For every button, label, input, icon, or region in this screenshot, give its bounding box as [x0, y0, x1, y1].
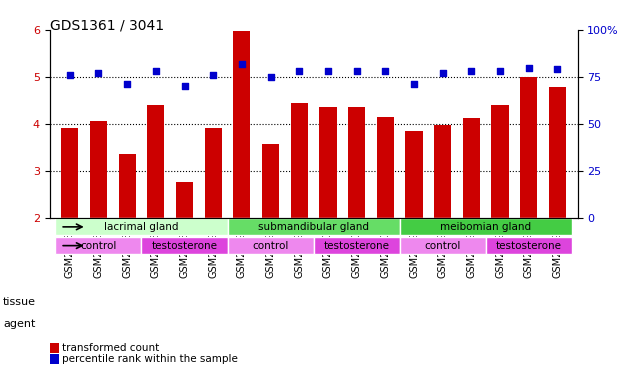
Point — [351, 68, 361, 74]
Bar — [463, 118, 480, 218]
Text: GDS1361 / 3041: GDS1361 / 3041 — [50, 19, 164, 33]
FancyBboxPatch shape — [227, 218, 400, 236]
FancyBboxPatch shape — [486, 237, 572, 254]
Text: control: control — [425, 241, 461, 250]
Point — [438, 70, 448, 76]
Bar — [119, 154, 136, 218]
Bar — [491, 105, 509, 218]
Bar — [61, 128, 78, 217]
Point — [65, 72, 75, 78]
Point — [466, 68, 476, 74]
Point — [495, 68, 505, 74]
Text: percentile rank within the sample: percentile rank within the sample — [62, 354, 238, 364]
Bar — [262, 144, 279, 218]
Bar — [291, 103, 308, 218]
Bar — [434, 124, 451, 217]
Bar — [549, 87, 566, 218]
Bar — [520, 77, 537, 218]
Text: lacrimal gland: lacrimal gland — [104, 222, 179, 232]
FancyBboxPatch shape — [55, 237, 142, 254]
Point — [179, 83, 189, 89]
Point — [323, 68, 333, 74]
Point — [380, 68, 390, 74]
Point — [294, 68, 304, 74]
FancyBboxPatch shape — [227, 237, 314, 254]
Text: submandibular gland: submandibular gland — [258, 222, 369, 232]
Point — [122, 81, 132, 87]
FancyBboxPatch shape — [400, 218, 572, 236]
Point — [524, 64, 533, 70]
Bar — [90, 122, 107, 218]
Bar — [147, 105, 165, 218]
Point — [237, 61, 247, 67]
Point — [208, 72, 218, 78]
Text: testosterone: testosterone — [152, 241, 217, 250]
Text: meibomian gland: meibomian gland — [440, 222, 532, 232]
FancyBboxPatch shape — [400, 237, 486, 254]
Point — [151, 68, 161, 74]
Text: transformed count: transformed count — [62, 343, 160, 352]
Text: control: control — [80, 241, 117, 250]
Bar — [204, 128, 222, 217]
Bar — [377, 117, 394, 218]
Text: agent: agent — [3, 320, 35, 329]
Bar — [406, 131, 423, 218]
Text: testosterone: testosterone — [496, 241, 562, 250]
Point — [266, 74, 276, 80]
Text: tissue: tissue — [3, 297, 36, 307]
Point — [553, 66, 563, 72]
Point — [94, 70, 104, 76]
Bar — [176, 182, 193, 218]
Text: testosterone: testosterone — [324, 241, 389, 250]
Point — [409, 81, 419, 87]
Bar — [319, 107, 337, 218]
Bar — [233, 32, 250, 217]
FancyBboxPatch shape — [314, 237, 400, 254]
Text: control: control — [252, 241, 289, 250]
Bar — [348, 107, 365, 218]
FancyBboxPatch shape — [142, 237, 227, 254]
FancyBboxPatch shape — [55, 218, 227, 236]
